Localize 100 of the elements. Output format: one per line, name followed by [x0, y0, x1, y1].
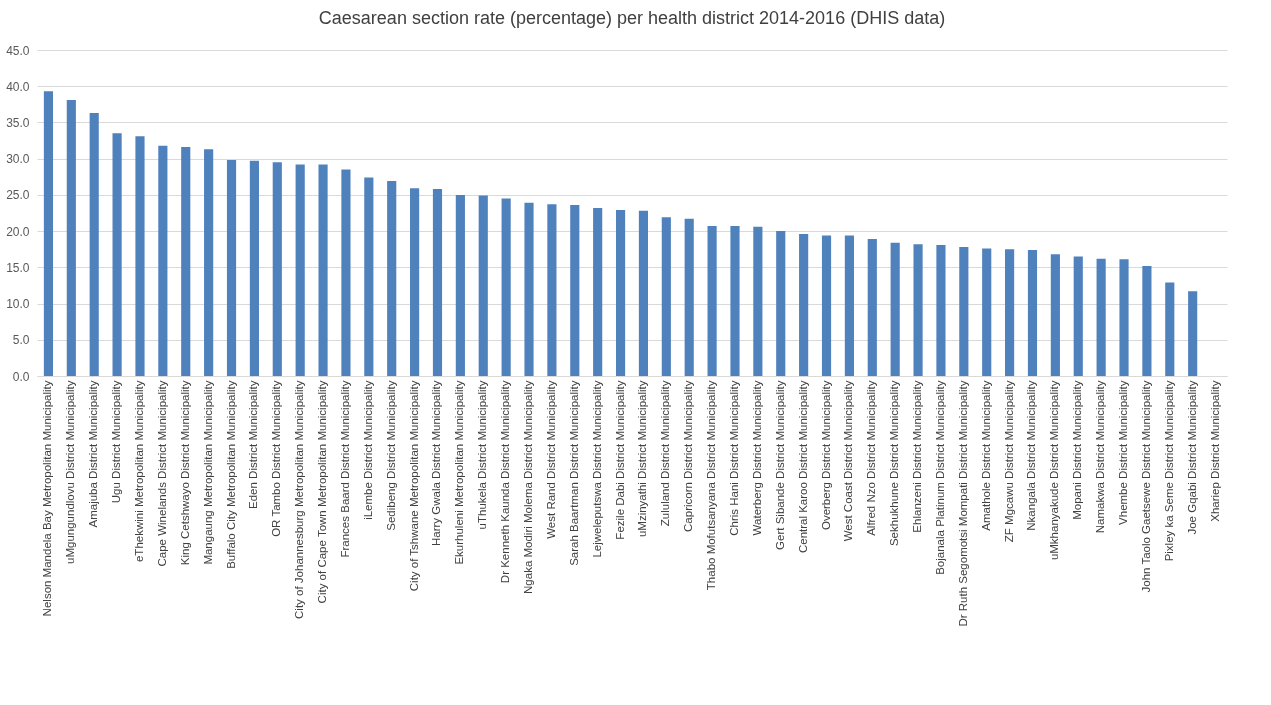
x-tick-label: Ekurhuleni Metropolitan Municipality — [453, 380, 466, 565]
bar — [158, 145, 168, 376]
x-tick-label: West Rand District Municipality — [544, 380, 557, 539]
bar — [593, 207, 603, 376]
bar — [1096, 258, 1106, 376]
x-tick-label: iLembe District Municipality — [361, 380, 374, 520]
bar — [478, 195, 488, 376]
y-tick-label: 40.0 — [6, 79, 30, 94]
y-tick-label: 30.0 — [6, 152, 30, 167]
bar — [295, 164, 305, 376]
x-tick-label: eThekwini Metropolitan Municipality — [132, 380, 145, 563]
y-tick-label: 45.0 — [6, 43, 30, 58]
bar — [867, 239, 877, 376]
bar — [936, 244, 946, 376]
bar — [226, 160, 237, 376]
bar — [959, 247, 969, 376]
y-tick-label: 25.0 — [6, 188, 30, 203]
bar — [1027, 249, 1038, 376]
x-tick-label: ZF Mgcawu District Municipality — [1002, 380, 1015, 543]
bar — [432, 189, 443, 376]
x-tick-label: Ngaka Modiri Molema District Municipality — [522, 380, 535, 594]
x-tick-label: King Cetshwayo District Municipality — [178, 380, 191, 566]
x-tick-label: Amajuba District Municipality — [87, 380, 100, 528]
bar — [753, 226, 763, 376]
x-tick-label: Nkangala District Municipality — [1025, 380, 1038, 531]
bar — [66, 99, 76, 376]
x-tick-label: Mopani District Municipality — [1071, 380, 1084, 520]
x-tick-label: uMkhanyakude District Municipality — [1048, 380, 1061, 561]
x-tick-label: John Taolo Gaetsewe District Municipality — [1139, 380, 1152, 593]
bar — [1165, 282, 1175, 376]
bar — [1050, 254, 1060, 376]
bar — [890, 242, 900, 376]
x-tick-label: City of Cape Town Metropolitan Municipality — [316, 380, 329, 604]
bar — [318, 164, 328, 376]
bar — [455, 194, 465, 376]
x-tick-label: Harry Gwala District Municipality — [430, 380, 443, 547]
x-tick-label: Mangaung Metropolitan Municipality — [201, 380, 214, 565]
x-tick-label: Cape Winelands District Municipality — [155, 380, 168, 567]
x-tick-label: Xhariep District Municipality — [1208, 380, 1221, 522]
y-tick-label: 20.0 — [6, 224, 30, 239]
x-tick-label: Capricorn District Municipality — [682, 380, 695, 532]
x-tick-label: Zululand District Municipality — [659, 380, 672, 527]
x-tick-label: Vhembe District Municipality — [1117, 380, 1130, 525]
x-tick-label: Sarah Baartman District Municipality — [567, 380, 580, 566]
x-tick-label: Fezile Dabi District Municipality — [613, 380, 626, 540]
bar — [799, 234, 809, 376]
x-tick-label: Buffalo City Metropolitan Municipality — [224, 380, 237, 569]
x-tick-label: Eden District Municipality — [247, 380, 260, 509]
x-tick-label: Sekhukhune District Municipality — [888, 380, 901, 547]
bar — [364, 177, 374, 376]
y-tick-label: 35.0 — [6, 115, 30, 130]
x-tick-label: Thabo Mofutsanyana District Municipality — [705, 380, 718, 591]
x-tick-label: Lejweleputswa District Municipality — [590, 380, 603, 558]
x-tick-label: Ugu District Municipality — [110, 380, 123, 504]
x-tick-label: Sedibeng District Municipality — [384, 380, 397, 531]
bar — [272, 162, 282, 376]
x-tick-label: City of Tshwane Metropolitan Municipality — [407, 380, 420, 592]
x-tick-label: Namakwa District Municipality — [1094, 380, 1107, 534]
bar — [181, 147, 191, 376]
bar — [615, 210, 626, 376]
x-tick-label: OR Tambo District Municipality — [270, 380, 283, 537]
bar — [684, 218, 694, 376]
x-tick-label: Waterberg District Municipality — [750, 380, 763, 536]
x-tick-label: Joe Gqabi District Municipality — [1185, 380, 1198, 535]
bar — [730, 226, 740, 376]
x-tick-label: Frances Baard District Municipality — [338, 380, 351, 558]
x-tick-label: Nelson Mandela Bay Metropolitan Municipality — [41, 380, 54, 617]
bar — [570, 205, 580, 376]
x-tick-label: Dr Ruth Segomotsi Mompati District Municipality — [956, 380, 969, 627]
x-tick-label: Bojanala Platinum District Municipality — [933, 380, 946, 575]
x-tick-label: Overberg District Municipality — [819, 380, 832, 531]
x-tick-label: uMzinyathi District Municipality — [636, 380, 649, 538]
bar — [547, 204, 557, 376]
x-tick-label: West Coast District Municipality — [842, 380, 855, 542]
y-tick-label: 5.0 — [12, 333, 30, 348]
bar — [43, 91, 54, 376]
y-tick-label: 0.0 — [12, 369, 30, 384]
x-tick-label: Gert Sibande District Municipality — [773, 380, 786, 550]
bar — [638, 210, 649, 376]
bar — [501, 198, 511, 376]
bar — [982, 248, 992, 376]
bar — [249, 160, 259, 376]
x-tick-label: Dr Kenneth Kaunda District Municipality — [499, 380, 512, 584]
bar — [661, 217, 671, 376]
x-tick-label: Amathole District Municipality — [979, 380, 992, 531]
bar — [1005, 249, 1015, 376]
x-tick-label: City of Johannesburg Metropolitan Municipality — [293, 380, 306, 619]
x-tick-label: Pixley ka Seme District Municipality — [1162, 380, 1175, 562]
bar — [204, 149, 214, 376]
bar — [1188, 291, 1198, 376]
x-tick-label: uMgungundlovu District Municipality — [64, 380, 77, 564]
x-tick-label: uThukela District Municipality — [476, 380, 489, 530]
x-tick-label: Central Karoo District Municipality — [796, 380, 809, 554]
bar — [112, 133, 122, 376]
y-tick-label: 10.0 — [6, 297, 30, 312]
bar — [89, 113, 99, 376]
bar — [341, 169, 351, 376]
x-tick-label: Alfred Nzo District Municipality — [865, 380, 878, 536]
bar — [776, 231, 786, 376]
bar — [913, 244, 923, 376]
